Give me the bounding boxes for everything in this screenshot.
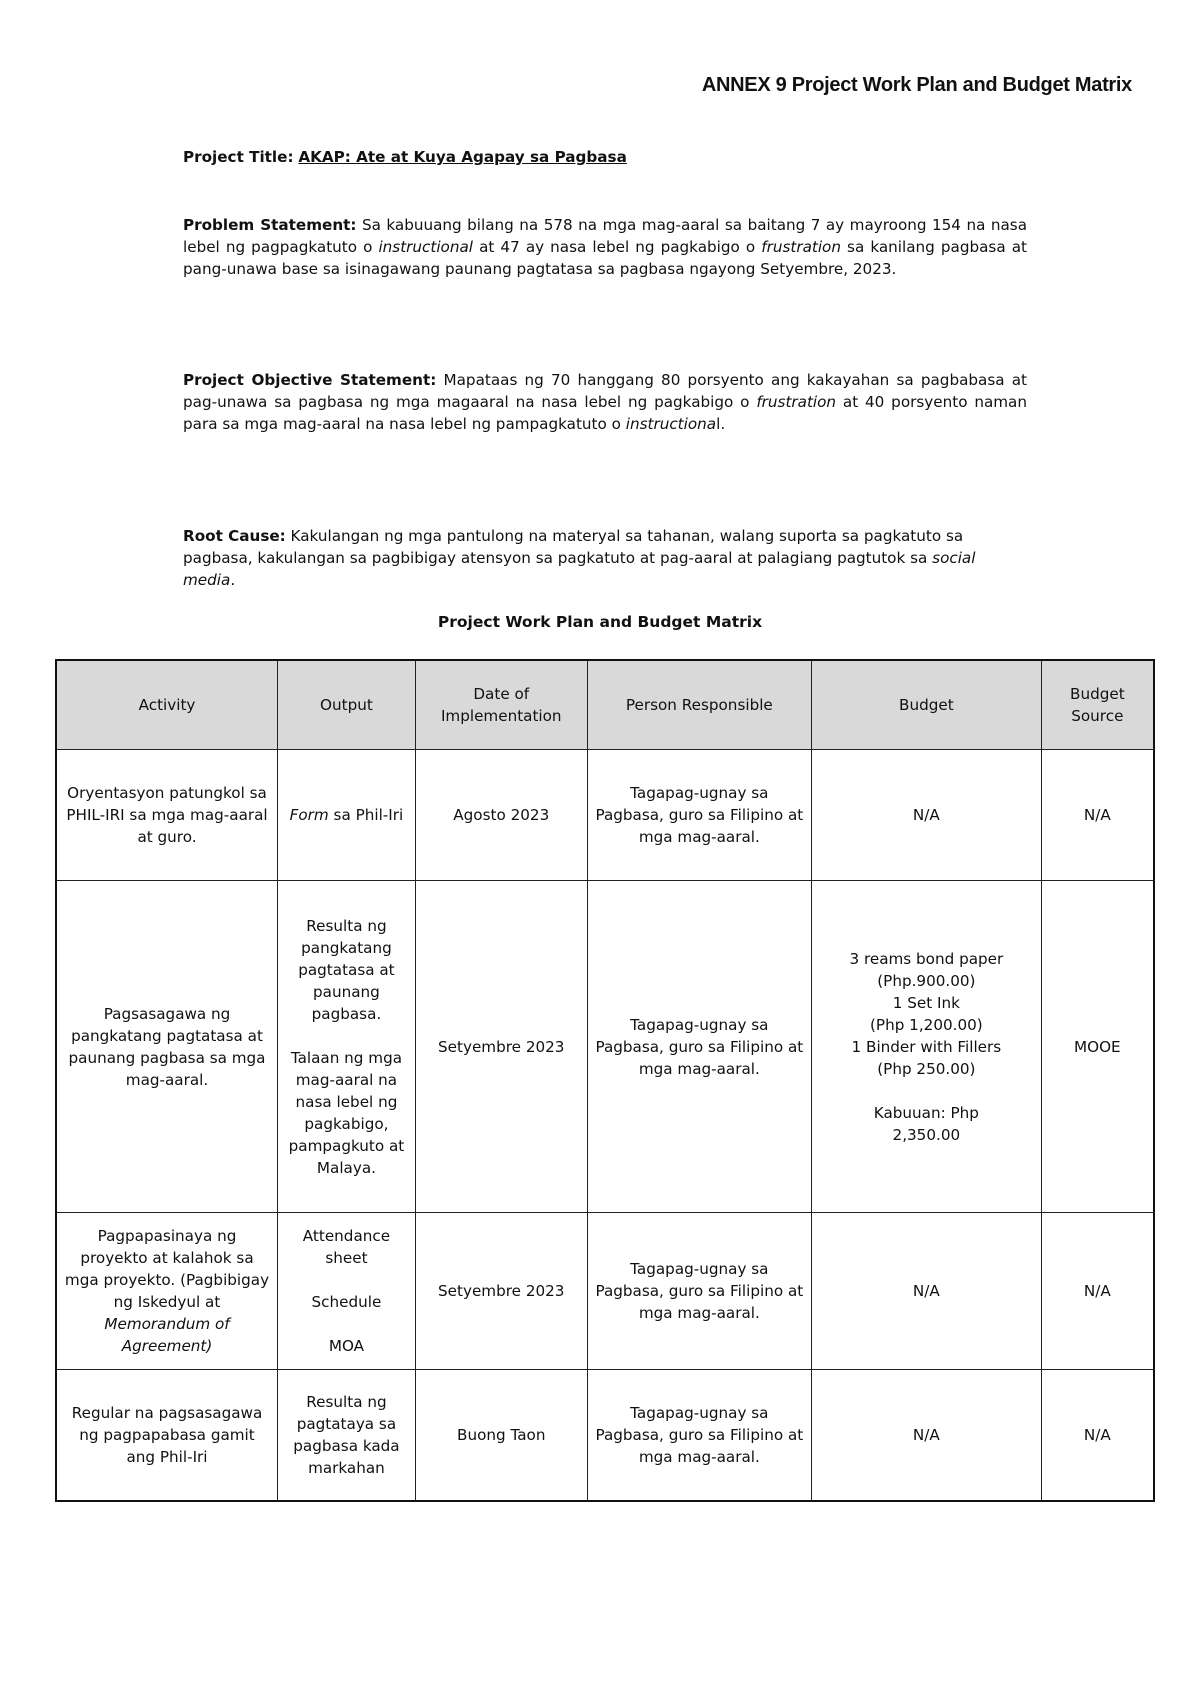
cell-person: Tagapag-ugnay sa Pagbasa, guro sa Filipi…	[586, 880, 813, 1213]
budget-line: 1 Binder with Fillers	[851, 1037, 1002, 1056]
table-title: Project Work Plan and Budget Matrix	[437, 613, 763, 631]
header-person: Person Responsible	[586, 659, 813, 750]
text: Talaan ng mga mag-aaral na nasa lebel ng…	[288, 1048, 405, 1177]
header-output: Output	[277, 659, 416, 750]
text: at 47 ay nasa lebel ng pagkabigo o	[473, 238, 762, 256]
cell-person: Tagapag-ugnay sa Pagbasa, guro sa Filipi…	[586, 1369, 813, 1502]
budget-line: (Php.900.00)	[877, 971, 976, 990]
header-budget: Budget	[811, 659, 1042, 750]
cell-source: MOOE	[1040, 880, 1155, 1213]
text: sa kanilang pagbasa at pang-unawa base s…	[183, 238, 1027, 278]
budget-total: Kabuuan: Php 2,350.00	[873, 1103, 979, 1144]
cell-date: Buong Taon	[414, 1369, 588, 1502]
text: Resulta ng pangkatang pagtatasa at pauna…	[298, 916, 395, 1023]
project-title: Project Title: AKAP: Ate at Kuya Agapay …	[183, 146, 1027, 168]
cell-output: Form sa Phil-Iri	[277, 749, 416, 881]
header-source: Budget Source	[1040, 659, 1155, 750]
cell-budget: N/A	[811, 749, 1042, 881]
text: Schedule	[311, 1293, 382, 1311]
cell-activity: Oryentasyon patungkol sa PHIL-IRI sa mga…	[55, 749, 279, 881]
cell-source: N/A	[1040, 1212, 1155, 1370]
text: Pagpapasinaya ng proyekto at kalahok sa …	[64, 1227, 270, 1311]
budget-line: 3 reams bond paper	[849, 949, 1004, 968]
header-date: Date of Implementation	[414, 659, 588, 750]
cell-activity: Pagpapasinaya ng proyekto at kalahok sa …	[55, 1212, 279, 1370]
text: Sa kabuuang bilang na 578 na mga mag-aar…	[183, 216, 1028, 256]
cell-source: N/A	[1040, 749, 1155, 881]
text: Kakulangan ng mga pantulong na materyal …	[183, 527, 964, 567]
text: instructional	[378, 238, 474, 256]
text: social media	[183, 549, 976, 589]
project-title-value: AKAP: Ate at Kuya Agapay sa Pagbasa	[298, 148, 627, 166]
cell-date: Setyembre 2023	[414, 880, 588, 1213]
text: Form	[289, 806, 329, 824]
cell-output: Attendance sheet Schedule MOA	[277, 1212, 416, 1370]
table-row: Pagsasagawa ng pangkatang pagtatasa at p…	[55, 880, 1155, 1213]
cell-output: Resulta ng pagtataya sa pagbasa kada mar…	[277, 1369, 416, 1502]
budget-line: (Php 1,200.00)	[869, 1015, 983, 1034]
cell-activity: Regular na pagsasagawa ng pagpapabasa ga…	[55, 1369, 279, 1502]
table-header-row: Activity Output Date of Implementation P…	[55, 659, 1155, 750]
root-cause-label: Root Cause:	[183, 527, 286, 545]
root-cause: Root Cause: Kakulangan ng mga pantulong …	[183, 525, 1027, 591]
text: l.	[716, 415, 726, 433]
cell-output: Resulta ng pangkatang pagtatasa at pauna…	[277, 880, 416, 1213]
text: Memorandum of Agreement)	[104, 1315, 230, 1355]
cell-budget: 3 reams bond paper (Php.900.00) 1 Set In…	[811, 880, 1042, 1213]
objective-statement: Project Objective Statement: Mapataas ng…	[183, 369, 1027, 435]
text: instructiona	[625, 415, 717, 433]
cell-activity: Pagsasagawa ng pangkatang pagtatasa at p…	[55, 880, 279, 1213]
table-row: Regular na pagsasagawa ng pagpapabasa ga…	[55, 1369, 1155, 1502]
text: at 40 porsyento naman para sa mga mag-aa…	[183, 393, 1027, 433]
cell-date: Agosto 2023	[414, 749, 588, 881]
cell-budget: N/A	[811, 1369, 1042, 1502]
cell-date: Setyembre 2023	[414, 1212, 588, 1370]
text: MOA	[328, 1337, 365, 1355]
project-title-label: Project Title:	[183, 148, 294, 166]
problem-statement-label: Problem Statement:	[183, 216, 357, 234]
table-row: Oryentasyon patungkol sa PHIL-IRI sa mga…	[55, 749, 1155, 881]
text: Attendance sheet	[302, 1227, 391, 1267]
text: .	[230, 571, 236, 589]
table-row: Pagpapasinaya ng proyekto at kalahok sa …	[55, 1212, 1155, 1370]
cell-person: Tagapag-ugnay sa Pagbasa, guro sa Filipi…	[586, 749, 813, 881]
cell-person: Tagapag-ugnay sa Pagbasa, guro sa Filipi…	[586, 1212, 813, 1370]
text: sa Phil-Iri	[328, 806, 404, 824]
budget-line: 1 Set Ink	[892, 993, 960, 1012]
problem-statement: Problem Statement: Sa kabuuang bilang na…	[183, 214, 1027, 280]
header-activity: Activity	[55, 659, 279, 750]
text: Mapataas ng 70 hanggang 80 porsyento ang…	[183, 371, 1027, 411]
objective-statement-label: Project Objective Statement:	[183, 371, 437, 389]
budget-line: (Php 250.00)	[877, 1059, 976, 1078]
cell-budget: N/A	[811, 1212, 1042, 1370]
work-plan-table: Activity Output Date of Implementation P…	[55, 659, 1155, 1502]
cell-source: N/A	[1040, 1369, 1155, 1502]
text: frustration	[761, 238, 841, 256]
text: frustration	[756, 393, 837, 411]
annex-header: ANNEX 9 Project Work Plan and Budget Mat…	[701, 74, 1132, 96]
